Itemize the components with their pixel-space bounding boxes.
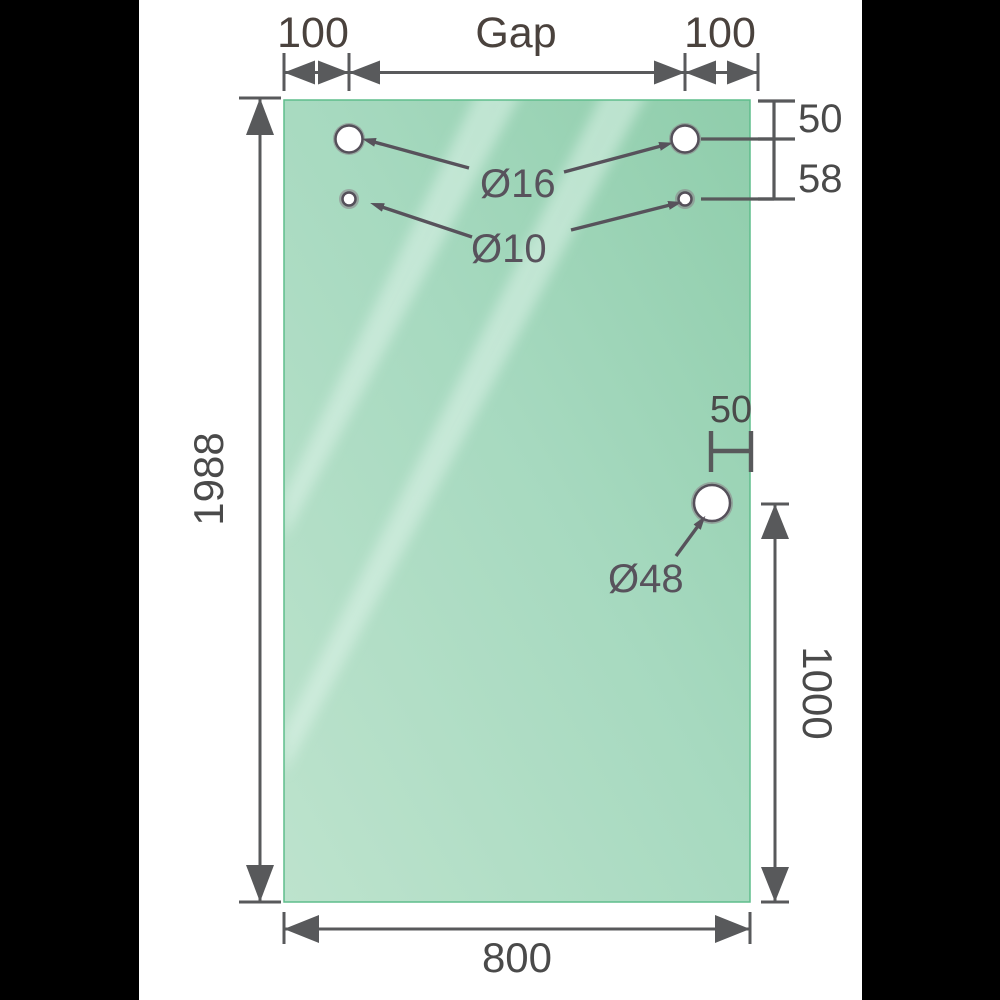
svg-text:800: 800 bbox=[482, 934, 552, 981]
svg-text:1000: 1000 bbox=[794, 646, 841, 739]
svg-text:Ø16: Ø16 bbox=[480, 162, 556, 206]
svg-text:Ø48: Ø48 bbox=[608, 557, 684, 601]
svg-text:Ø10: Ø10 bbox=[471, 227, 547, 271]
svg-text:Gap: Gap bbox=[475, 9, 556, 57]
svg-text:100: 100 bbox=[277, 9, 349, 57]
svg-text:50: 50 bbox=[710, 389, 752, 431]
svg-text:100: 100 bbox=[684, 9, 756, 57]
svg-text:1988: 1988 bbox=[185, 432, 232, 525]
svg-text:50: 50 bbox=[798, 97, 843, 141]
svg-text:58: 58 bbox=[798, 157, 843, 201]
